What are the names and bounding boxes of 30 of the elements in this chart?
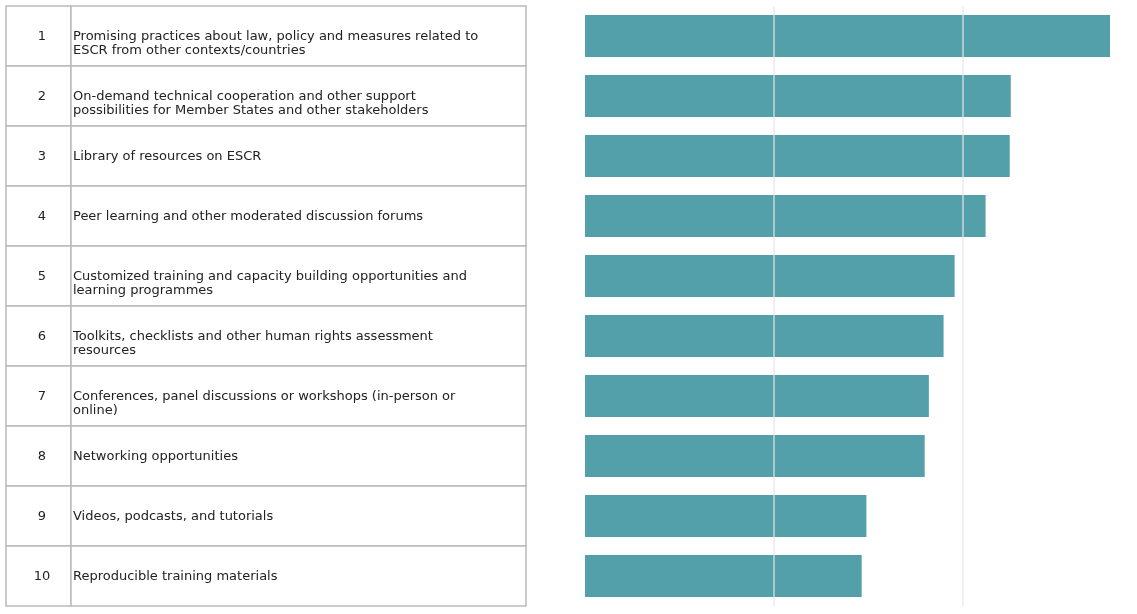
y-tick-label: Library of resources on ESCR [73, 148, 262, 163]
text: 9 [37, 508, 47, 523]
bar [585, 15, 1110, 57]
text: 6 [37, 328, 47, 343]
text: 5 [37, 268, 47, 283]
text: 3 [37, 148, 47, 163]
text: 1 [37, 28, 47, 43]
bar [585, 435, 925, 477]
bar [585, 75, 1011, 117]
y-tick-label: Videos, podcasts, and tutorials [73, 508, 274, 523]
y-tick-label: Conferences, panel discussions or workshops (in-person or online) [73, 388, 457, 417]
bar [585, 315, 944, 357]
y-tick-label: Peer learning and other moderated discussion forums [73, 208, 424, 223]
y-tick-label: On-demand technical cooperation and other support possibilities for Member States and other stakeholders [73, 88, 429, 117]
y-tick-label: Toolkits, checklists and other human rights assessment resources [72, 328, 433, 357]
text: 10 [33, 568, 51, 583]
bar [585, 135, 1010, 177]
y-tick-label: Customized training and capacity building opportunities and learning programmes [73, 268, 467, 297]
y-tick-label: Promising practices about law, policy and measures related to ESCR from other contexts/countries [73, 28, 479, 57]
bar [585, 555, 862, 597]
text: 2 [37, 88, 47, 103]
text: 4 [37, 208, 47, 223]
y-tick-label: Reproducible training materials [73, 568, 278, 583]
bar [585, 495, 867, 537]
text: 8 [37, 448, 47, 463]
text: 7 [37, 388, 47, 403]
bar [585, 255, 955, 297]
bar [585, 195, 986, 237]
bar [585, 375, 929, 417]
y-tick-label: Networking opportunities [73, 448, 239, 463]
